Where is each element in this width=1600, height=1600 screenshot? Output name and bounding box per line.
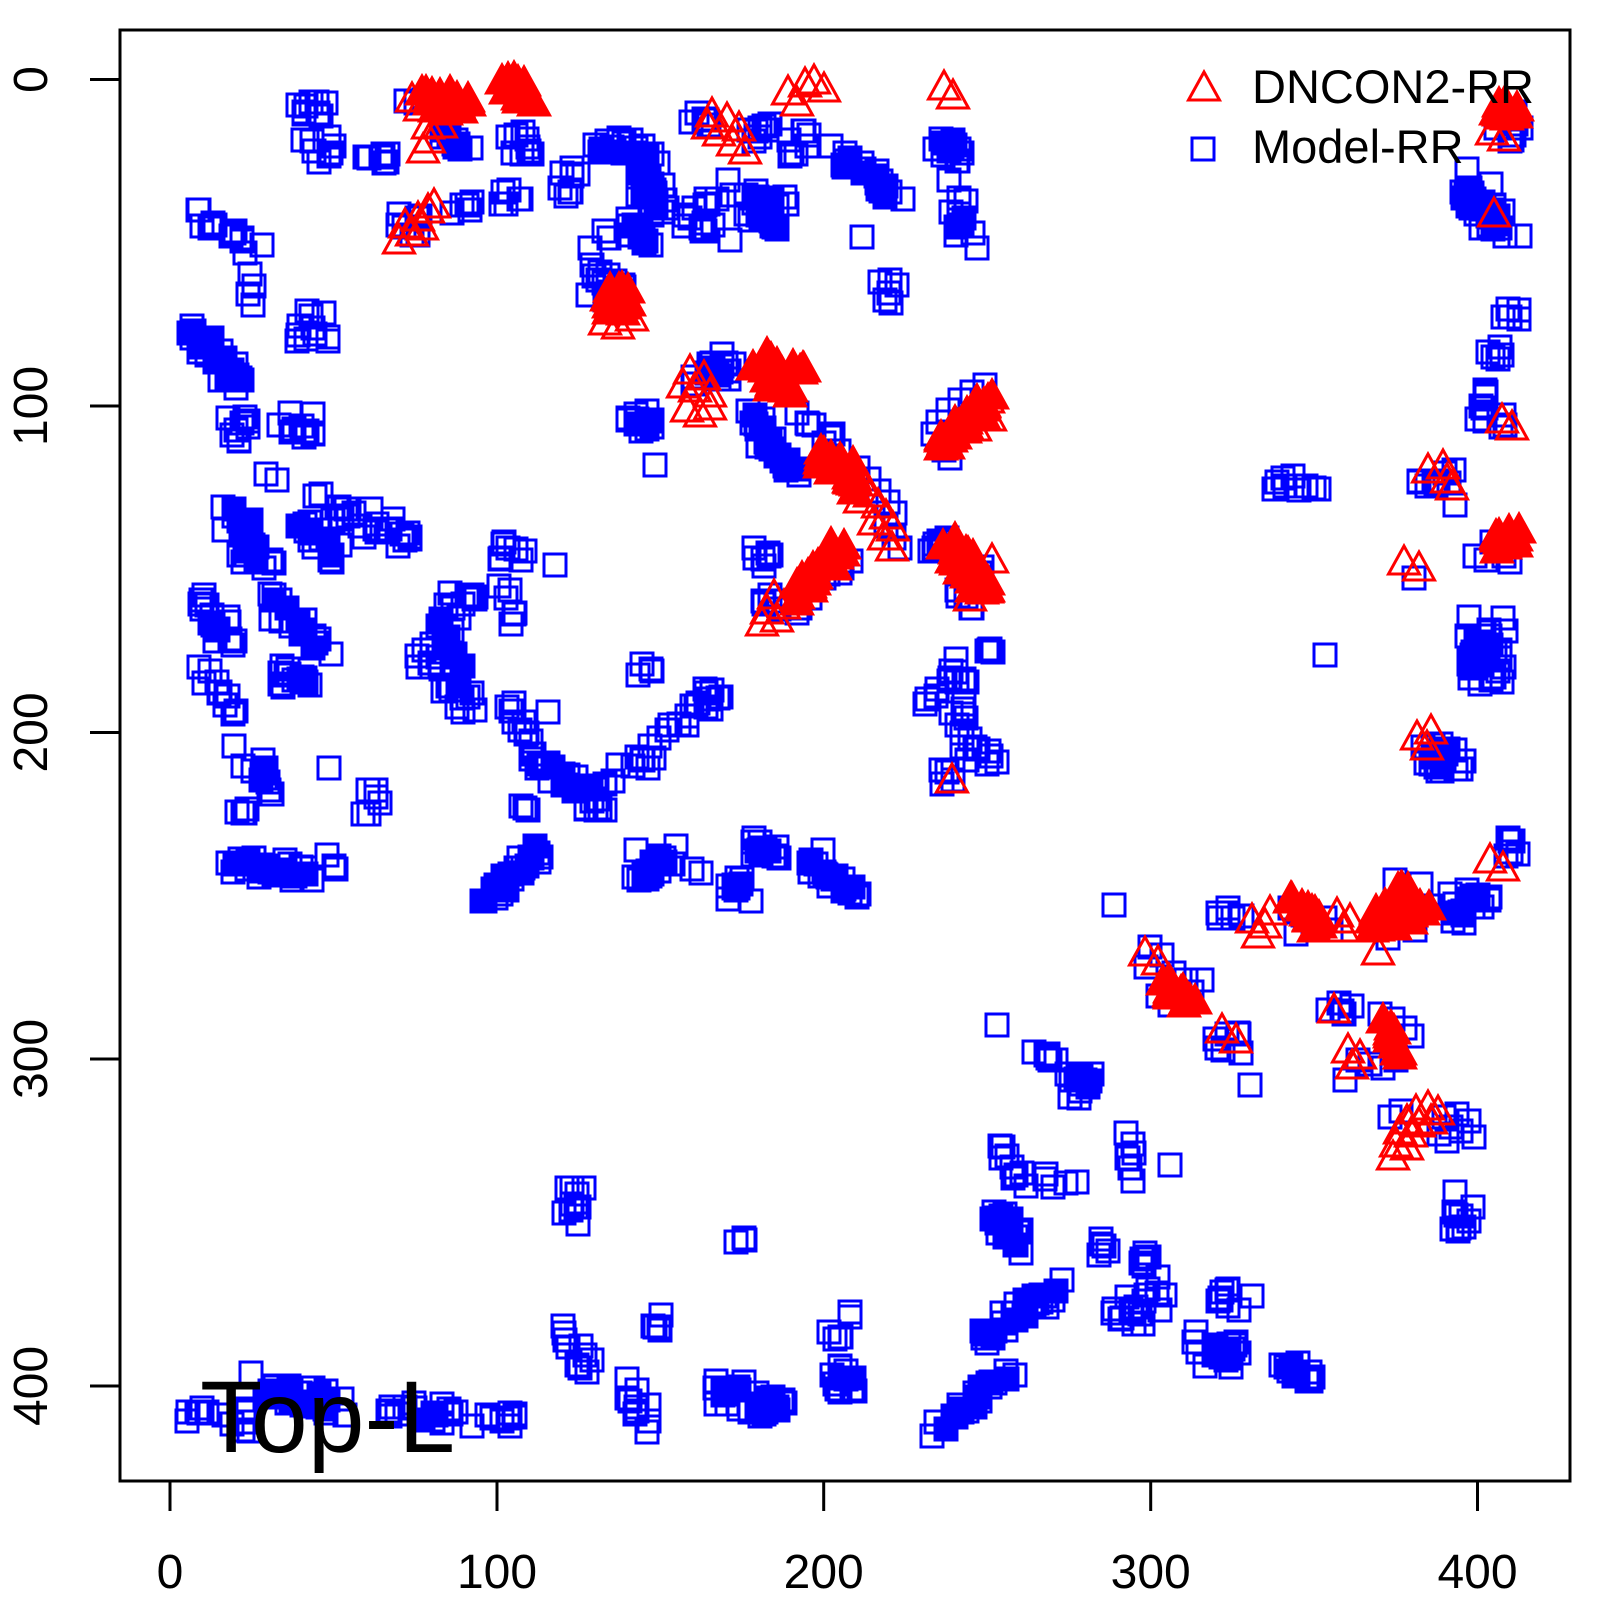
svg-text:Top-L: Top-L xyxy=(200,1360,455,1474)
svg-text:300: 300 xyxy=(5,1019,58,1099)
svg-text:100: 100 xyxy=(457,1546,537,1599)
svg-text:DNCON2-RR: DNCON2-RR xyxy=(1252,60,1534,113)
svg-text:300: 300 xyxy=(1111,1546,1191,1599)
svg-text:400: 400 xyxy=(1437,1546,1517,1599)
svg-text:200: 200 xyxy=(5,692,58,772)
svg-text:0: 0 xyxy=(5,66,58,93)
svg-text:200: 200 xyxy=(784,1546,864,1599)
svg-text:100: 100 xyxy=(5,366,58,446)
svg-text:Model-RR: Model-RR xyxy=(1252,120,1464,173)
svg-text:400: 400 xyxy=(5,1346,58,1426)
svg-text:0: 0 xyxy=(157,1546,184,1599)
